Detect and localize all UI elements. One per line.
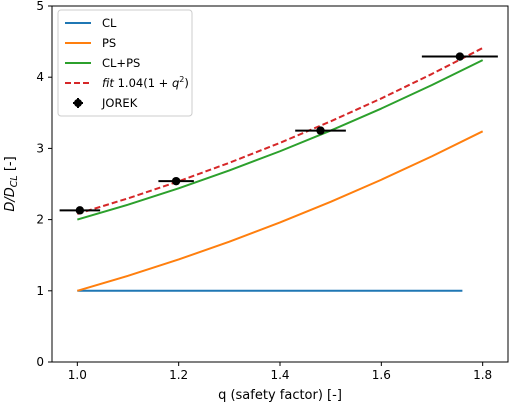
- plot-frame: [51, 5, 509, 363]
- series-line-fit-1-04-1-q-: [77, 47, 484, 215]
- y-axis-label-main: D/D: [3, 187, 18, 211]
- plot-area: [59, 47, 498, 292]
- x-tick-label: 1.8: [473, 368, 492, 382]
- legend-box: [57, 9, 193, 117]
- legend-label: CL: [102, 16, 117, 30]
- y-axis-label: D/DCL [-]: [3, 156, 20, 211]
- y-tick-label: 5: [36, 0, 44, 13]
- y-tick-label: 1: [36, 284, 44, 298]
- x-axis-ticks: 1.0 1.2 1.4 1.6 1.8: [68, 362, 492, 382]
- y-tick-label: 2: [36, 213, 44, 227]
- legend-label: PS: [102, 36, 116, 50]
- x-tick-label: 1.0: [68, 368, 87, 382]
- jorek-point: [171, 176, 181, 186]
- x-tick-label: 1.6: [372, 368, 391, 382]
- jorek-point: [75, 206, 85, 215]
- y-axis-label-sub: CL: [9, 175, 20, 187]
- series-line-ps: [77, 130, 484, 292]
- legend-label: JOREK: [101, 96, 138, 110]
- y-tick-label: 3: [36, 141, 44, 155]
- x-tick-label: 1.4: [270, 368, 289, 382]
- x-axis-label: q (safety factor) [-]: [218, 388, 342, 403]
- series-line-cl-ps: [77, 59, 484, 221]
- jorek-point: [455, 52, 465, 61]
- y-axis-label-suffix: [-]: [3, 156, 18, 175]
- y-tick-label: 0: [36, 355, 44, 369]
- legend-label: CL+PS: [102, 56, 140, 70]
- jorek-point: [316, 126, 325, 135]
- y-tick-label: 4: [36, 70, 44, 84]
- legend: CL PS CL+PS fit 1.04(1 + q2) JOREK: [57, 9, 193, 117]
- y-axis-ticks: 0 1 2 3 4 5: [36, 0, 52, 369]
- x-tick-label: 1.2: [169, 368, 188, 382]
- legend-label: fit 1.04(1 + q2): [102, 75, 189, 90]
- legend-swatch-jorek-point: [74, 99, 82, 107]
